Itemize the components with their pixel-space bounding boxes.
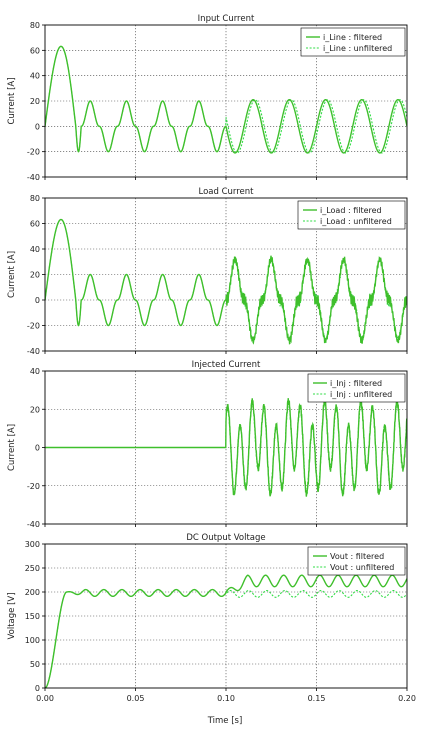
y-tick-label: 20 xyxy=(30,97,40,106)
legend-entry: Vout : unfiltered xyxy=(330,563,394,572)
subplot-4: 300 250 200 150 100 50 00.00 0.05 0.10 0.15 0.20 DC… xyxy=(7,533,416,703)
y-tick-label: 250 xyxy=(25,564,40,573)
x-tick-label: 0.00 xyxy=(36,694,54,703)
legend-entry: i_Line : filtered xyxy=(323,33,382,42)
y-tick-label: 20 xyxy=(30,405,40,414)
y-tick-label: -20 xyxy=(27,148,40,157)
x-tick-label: 0.15 xyxy=(308,694,326,703)
legend: i_Line : filtered i_Line : unfiltered xyxy=(300,27,406,57)
x-tick-label: 0.05 xyxy=(127,694,145,703)
plot-frame xyxy=(44,543,408,689)
legend-box xyxy=(297,200,406,230)
y-tick-label: 300 xyxy=(25,540,40,549)
x-tick-label: 0.10 xyxy=(217,694,235,703)
y-axis-label: Current [A] xyxy=(7,251,17,298)
legend-box xyxy=(300,27,406,57)
legend-entry: i_Inj : filtered xyxy=(330,379,382,388)
y-tick-label: 60 xyxy=(30,46,40,55)
subplot-1: 80 60 40 20 0 -20 -40 Input Current Current [A] i… xyxy=(7,14,408,182)
y-tick-label: 80 xyxy=(30,21,40,30)
subplot-2: 80 60 40 20 0 -20 -40 Load Current Current [A] i_… xyxy=(7,187,408,356)
y-tick-label: 0 xyxy=(35,296,40,305)
plot-frame xyxy=(44,24,408,178)
y-tick-label: 40 xyxy=(30,367,40,376)
y-tick-label: 0 xyxy=(35,444,40,453)
y-tick-label: 50 xyxy=(30,660,40,669)
series-line-filtered xyxy=(45,395,407,497)
y-tick-label: 40 xyxy=(30,72,40,81)
series-line-unfiltered xyxy=(45,45,407,154)
y-tick-label: 150 xyxy=(25,612,40,621)
y-tick-label: 60 xyxy=(30,220,40,229)
plot-frame xyxy=(44,370,408,525)
y-tick-label: 20 xyxy=(30,271,40,280)
y-tick-label: 100 xyxy=(25,636,40,645)
y-tick-label: -40 xyxy=(27,173,40,182)
series-line-filtered xyxy=(45,218,407,345)
y-axis-label: Current [A] xyxy=(7,77,17,124)
y-tick-label: -20 xyxy=(27,322,40,331)
subplot-3: 40 20 0 -20 -40 Injected Current Current [A] i_… xyxy=(7,360,408,529)
y-tick-label: 0 xyxy=(35,122,40,131)
y-tick-label: -20 xyxy=(27,482,40,491)
y-axis-label: Current [A] xyxy=(7,424,17,471)
legend-entry: i_Inj : unfiltered xyxy=(330,390,392,399)
chart-title: Injected Current xyxy=(192,360,261,370)
legend-box xyxy=(307,546,406,576)
chart-title: Load Current xyxy=(198,187,254,197)
y-tick-label: 80 xyxy=(30,194,40,203)
legend-box xyxy=(307,373,406,403)
legend-entry: i_Load : filtered xyxy=(320,206,382,215)
legend: i_Load : filtered i_Load : unfiltered xyxy=(297,200,406,230)
y-tick-label: -40 xyxy=(27,520,40,529)
chart-title: Input Current xyxy=(198,14,255,24)
chart-title: DC Output Voltage xyxy=(186,533,265,543)
legend: Vout : filtered Vout : unfiltered xyxy=(307,546,406,576)
legend-entry: Vout : filtered xyxy=(330,552,384,561)
y-axis-label: Voltage [V] xyxy=(7,592,17,639)
legend-entry: i_Load : unfiltered xyxy=(320,217,392,226)
x-tick-label: 0.20 xyxy=(398,694,416,703)
series-line-filtered xyxy=(45,45,407,154)
y-tick-label: 0 xyxy=(35,684,40,693)
series-line-filtered xyxy=(45,574,407,688)
y-tick-label: 200 xyxy=(25,588,40,597)
legend: i_Inj : filtered i_Inj : unfiltered xyxy=(307,373,406,403)
legend-entry: i_Line : unfiltered xyxy=(323,44,392,53)
y-tick-label: 40 xyxy=(30,245,40,254)
plot-frame xyxy=(44,197,408,352)
x-axis-label: Time [s] xyxy=(207,716,243,726)
y-tick-label: -40 xyxy=(27,347,40,356)
